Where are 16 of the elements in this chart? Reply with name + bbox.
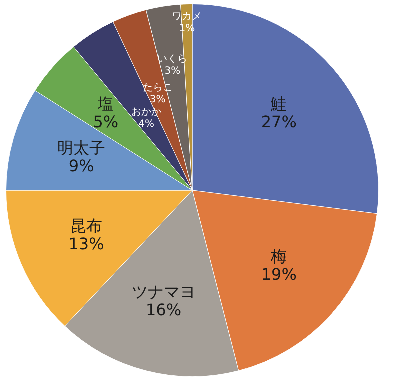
data-label: 9% <box>68 156 94 176</box>
slice-label: 昆布 <box>70 216 103 236</box>
data-label: 19% <box>261 265 297 284</box>
data-label: 3% <box>164 66 181 78</box>
data-label: 13% <box>68 234 104 254</box>
data-label: 4% <box>138 118 155 130</box>
data-label: 16% <box>146 300 182 320</box>
slice-label: ツナマヨ <box>132 282 196 302</box>
slice-label: ワカメ <box>172 12 202 23</box>
slice-label: 明太子 <box>58 138 106 158</box>
slice-label: 塩 <box>96 94 114 114</box>
data-label: 5% <box>93 112 119 132</box>
data-label: 27% <box>261 112 297 132</box>
data-label: 3% <box>150 94 166 106</box>
slice-label: 梅 <box>270 247 288 266</box>
slice-label: 鮭 <box>271 94 288 114</box>
